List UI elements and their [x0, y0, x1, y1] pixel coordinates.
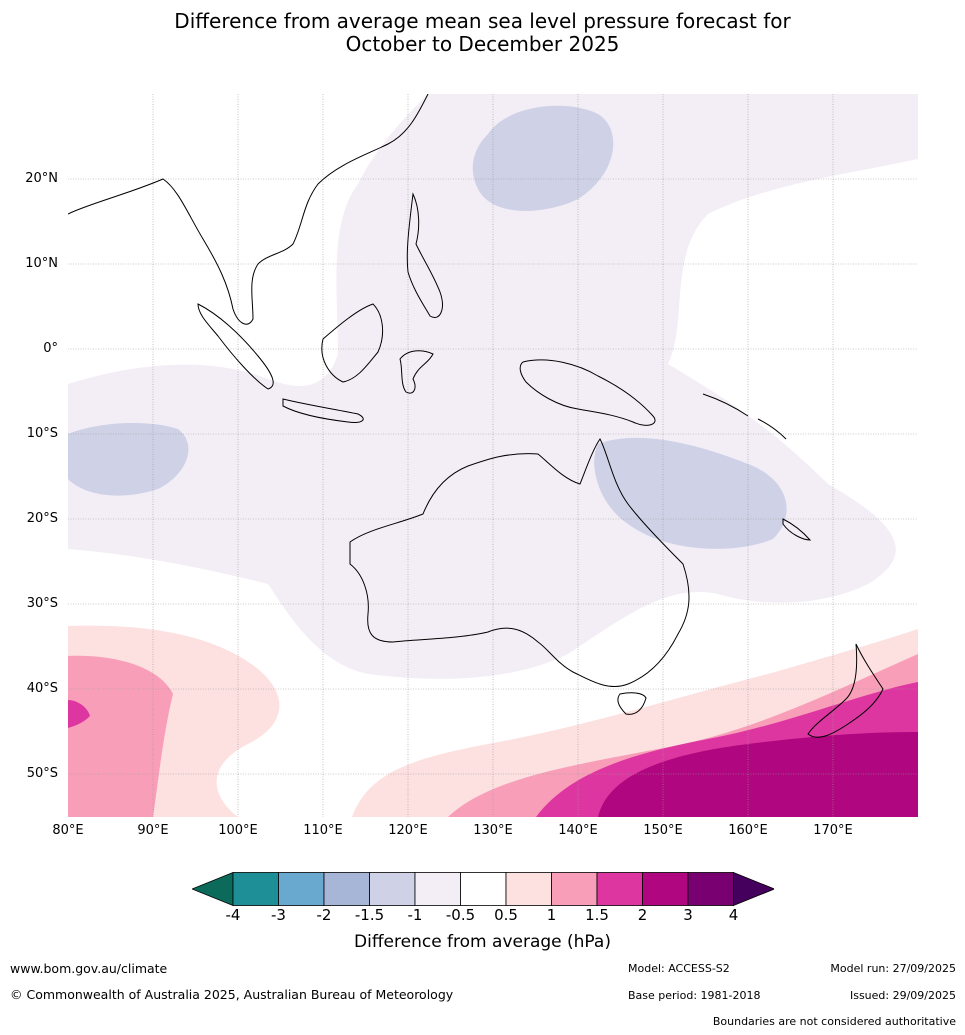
base-period: Base period: 1981-2018 — [628, 989, 761, 1002]
lon-label-110e: 110°E — [303, 823, 343, 838]
sulawesi-coastline — [399, 350, 434, 394]
colorbar-segment — [642, 872, 689, 906]
new-caledonia-coastline — [782, 518, 812, 541]
lat-label-20n: 20°N — [25, 171, 58, 186]
pressure-anomaly-map — [68, 94, 918, 817]
tasmania-coastline — [617, 692, 647, 715]
colorbar-segment — [278, 872, 325, 906]
colorbar-segment — [323, 872, 370, 906]
new-guinea-coastline — [519, 359, 656, 426]
colorbar-over-triangle — [733, 871, 776, 907]
colorbar-segment — [369, 872, 416, 906]
colorbar — [190, 871, 776, 907]
colorbar-tick-label: -0.5 — [445, 906, 476, 924]
lon-label-130e: 130°E — [473, 823, 513, 838]
colorbar-tick-label: 3 — [683, 906, 693, 924]
borneo-coastline — [321, 303, 384, 383]
map-canvas — [68, 94, 918, 817]
anomaly-region-pos-1-5-sw — [68, 700, 90, 728]
colorbar-segment — [551, 872, 598, 906]
solomon-islands-coastline — [702, 393, 787, 440]
colorbar-tick-label: 2 — [637, 906, 648, 924]
model-name: Model: ACCESS-S2 — [628, 962, 730, 975]
java-coastline — [282, 398, 364, 423]
colorbar-tick-label: -2 — [316, 906, 332, 924]
lat-label-30s: 30°S — [26, 596, 58, 611]
copyright-text: © Commonwealth of Australia 2025, Austra… — [10, 987, 454, 1002]
colorbar-tick-label: 4 — [728, 906, 739, 924]
colorbar-tick-label: -1.5 — [354, 906, 385, 924]
colorbar-segment — [687, 872, 734, 906]
colorbar-segment — [232, 872, 279, 906]
anomaly-region-pos-2-se — [598, 732, 918, 817]
boundaries-disclaimer: Boundaries are not considered authoritat… — [712, 1015, 956, 1028]
lon-label-150e: 150°E — [643, 823, 683, 838]
lon-label-160e: 160°E — [728, 823, 768, 838]
lon-label-90e: 90°E — [137, 823, 169, 838]
lat-label-10s: 10°S — [26, 426, 58, 441]
lat-label-0: 0° — [43, 341, 58, 356]
lat-label-10n: 10°N — [25, 256, 58, 271]
new-zealand-coastline — [807, 643, 884, 738]
colorbar-label: Difference from average (hPa) — [354, 932, 611, 952]
colorbar-tick-label: -3 — [271, 906, 286, 924]
lon-label-170e: 170°E — [813, 823, 853, 838]
issued-date: Issued: 29/09/2025 — [849, 989, 956, 1002]
colorbar-segment — [596, 872, 643, 906]
colorbar-tick-label: -1 — [407, 906, 423, 924]
colorbar-tick-label: 1 — [546, 906, 557, 924]
lon-label-140e: 140°E — [558, 823, 598, 838]
map-title: Difference from average mean sea level p… — [0, 10, 965, 56]
title-line-2: October to December 2025 — [345, 32, 620, 56]
australia-coastline — [349, 438, 690, 687]
lat-label-50s: 50°S — [26, 766, 58, 781]
anomaly-region-pos-1-sw — [68, 655, 173, 817]
model-run-date: Model run: 27/09/2025 — [830, 962, 956, 975]
lon-label-80e: 80°E — [52, 823, 84, 838]
colorbar-segment — [505, 872, 552, 906]
title-line-1: Difference from average mean sea level p… — [174, 9, 791, 33]
asia-mainland-coastline — [68, 94, 429, 325]
colorbar-under-triangle — [190, 871, 234, 907]
graticule — [68, 94, 918, 817]
sumatra-coastline — [197, 303, 274, 390]
lat-label-20s: 20°S — [26, 511, 58, 526]
colorbar-tick-label: -4 — [225, 906, 241, 924]
colorbar-svg — [190, 871, 776, 907]
lon-label-120e: 120°E — [388, 823, 428, 838]
philippines-coastline — [406, 192, 443, 318]
colorbar-segment — [460, 872, 507, 906]
anomaly-region-neg-1-indian — [68, 422, 189, 496]
website-link[interactable]: www.bom.gov.au/climate — [10, 961, 168, 976]
lon-label-100e: 100°E — [218, 823, 258, 838]
lat-label-40s: 40°S — [26, 681, 58, 696]
colorbar-segment — [414, 872, 461, 906]
colorbar-tick-label: 1.5 — [585, 906, 609, 924]
colorbar-tick-label: 0.5 — [494, 906, 518, 924]
